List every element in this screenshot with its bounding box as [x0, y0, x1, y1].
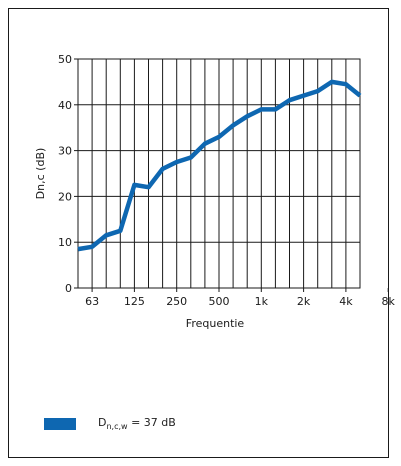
- legend-swatch: [44, 417, 76, 430]
- chart-series: [77, 79, 362, 252]
- y-tick-labels: 0 10 20 30 40 50: [58, 53, 72, 295]
- x-tick-label: 2k: [297, 295, 311, 308]
- x-tick-label: 4k: [339, 295, 353, 308]
- legend-label-rest: = 37 dB: [127, 416, 176, 429]
- y-tick-label: 30: [58, 145, 72, 158]
- x-tick-label: 63: [85, 295, 99, 308]
- y-tick-label: 0: [65, 282, 72, 295]
- legend-label-main: D: [98, 416, 107, 429]
- x-axis-title: Frequentie: [186, 317, 245, 330]
- y-tick-label: 50: [58, 53, 72, 66]
- chart-frame: [8, 8, 389, 458]
- legend: Dn,c,w = 37 dB: [44, 416, 176, 431]
- chart-grid: [74, 58, 389, 292]
- y-tick-label: 20: [58, 190, 72, 203]
- x-tick-labels: 63 125 250 500 1k 2k 4k 8k: [85, 295, 395, 308]
- y-tick-label: 40: [58, 99, 72, 112]
- x-tick-label: 500: [209, 295, 230, 308]
- y-axis-title: Dn,c (dB): [34, 148, 47, 200]
- x-tick-label: 8k: [382, 295, 396, 308]
- x-tick-label: 1k: [255, 295, 269, 308]
- y-tick-label: 10: [58, 236, 72, 249]
- legend-label-sub: n,c,w: [106, 422, 128, 431]
- x-tick-label: 250: [166, 295, 187, 308]
- x-tick-label: 125: [124, 295, 145, 308]
- legend-label: Dn,c,w = 37 dB: [98, 416, 176, 431]
